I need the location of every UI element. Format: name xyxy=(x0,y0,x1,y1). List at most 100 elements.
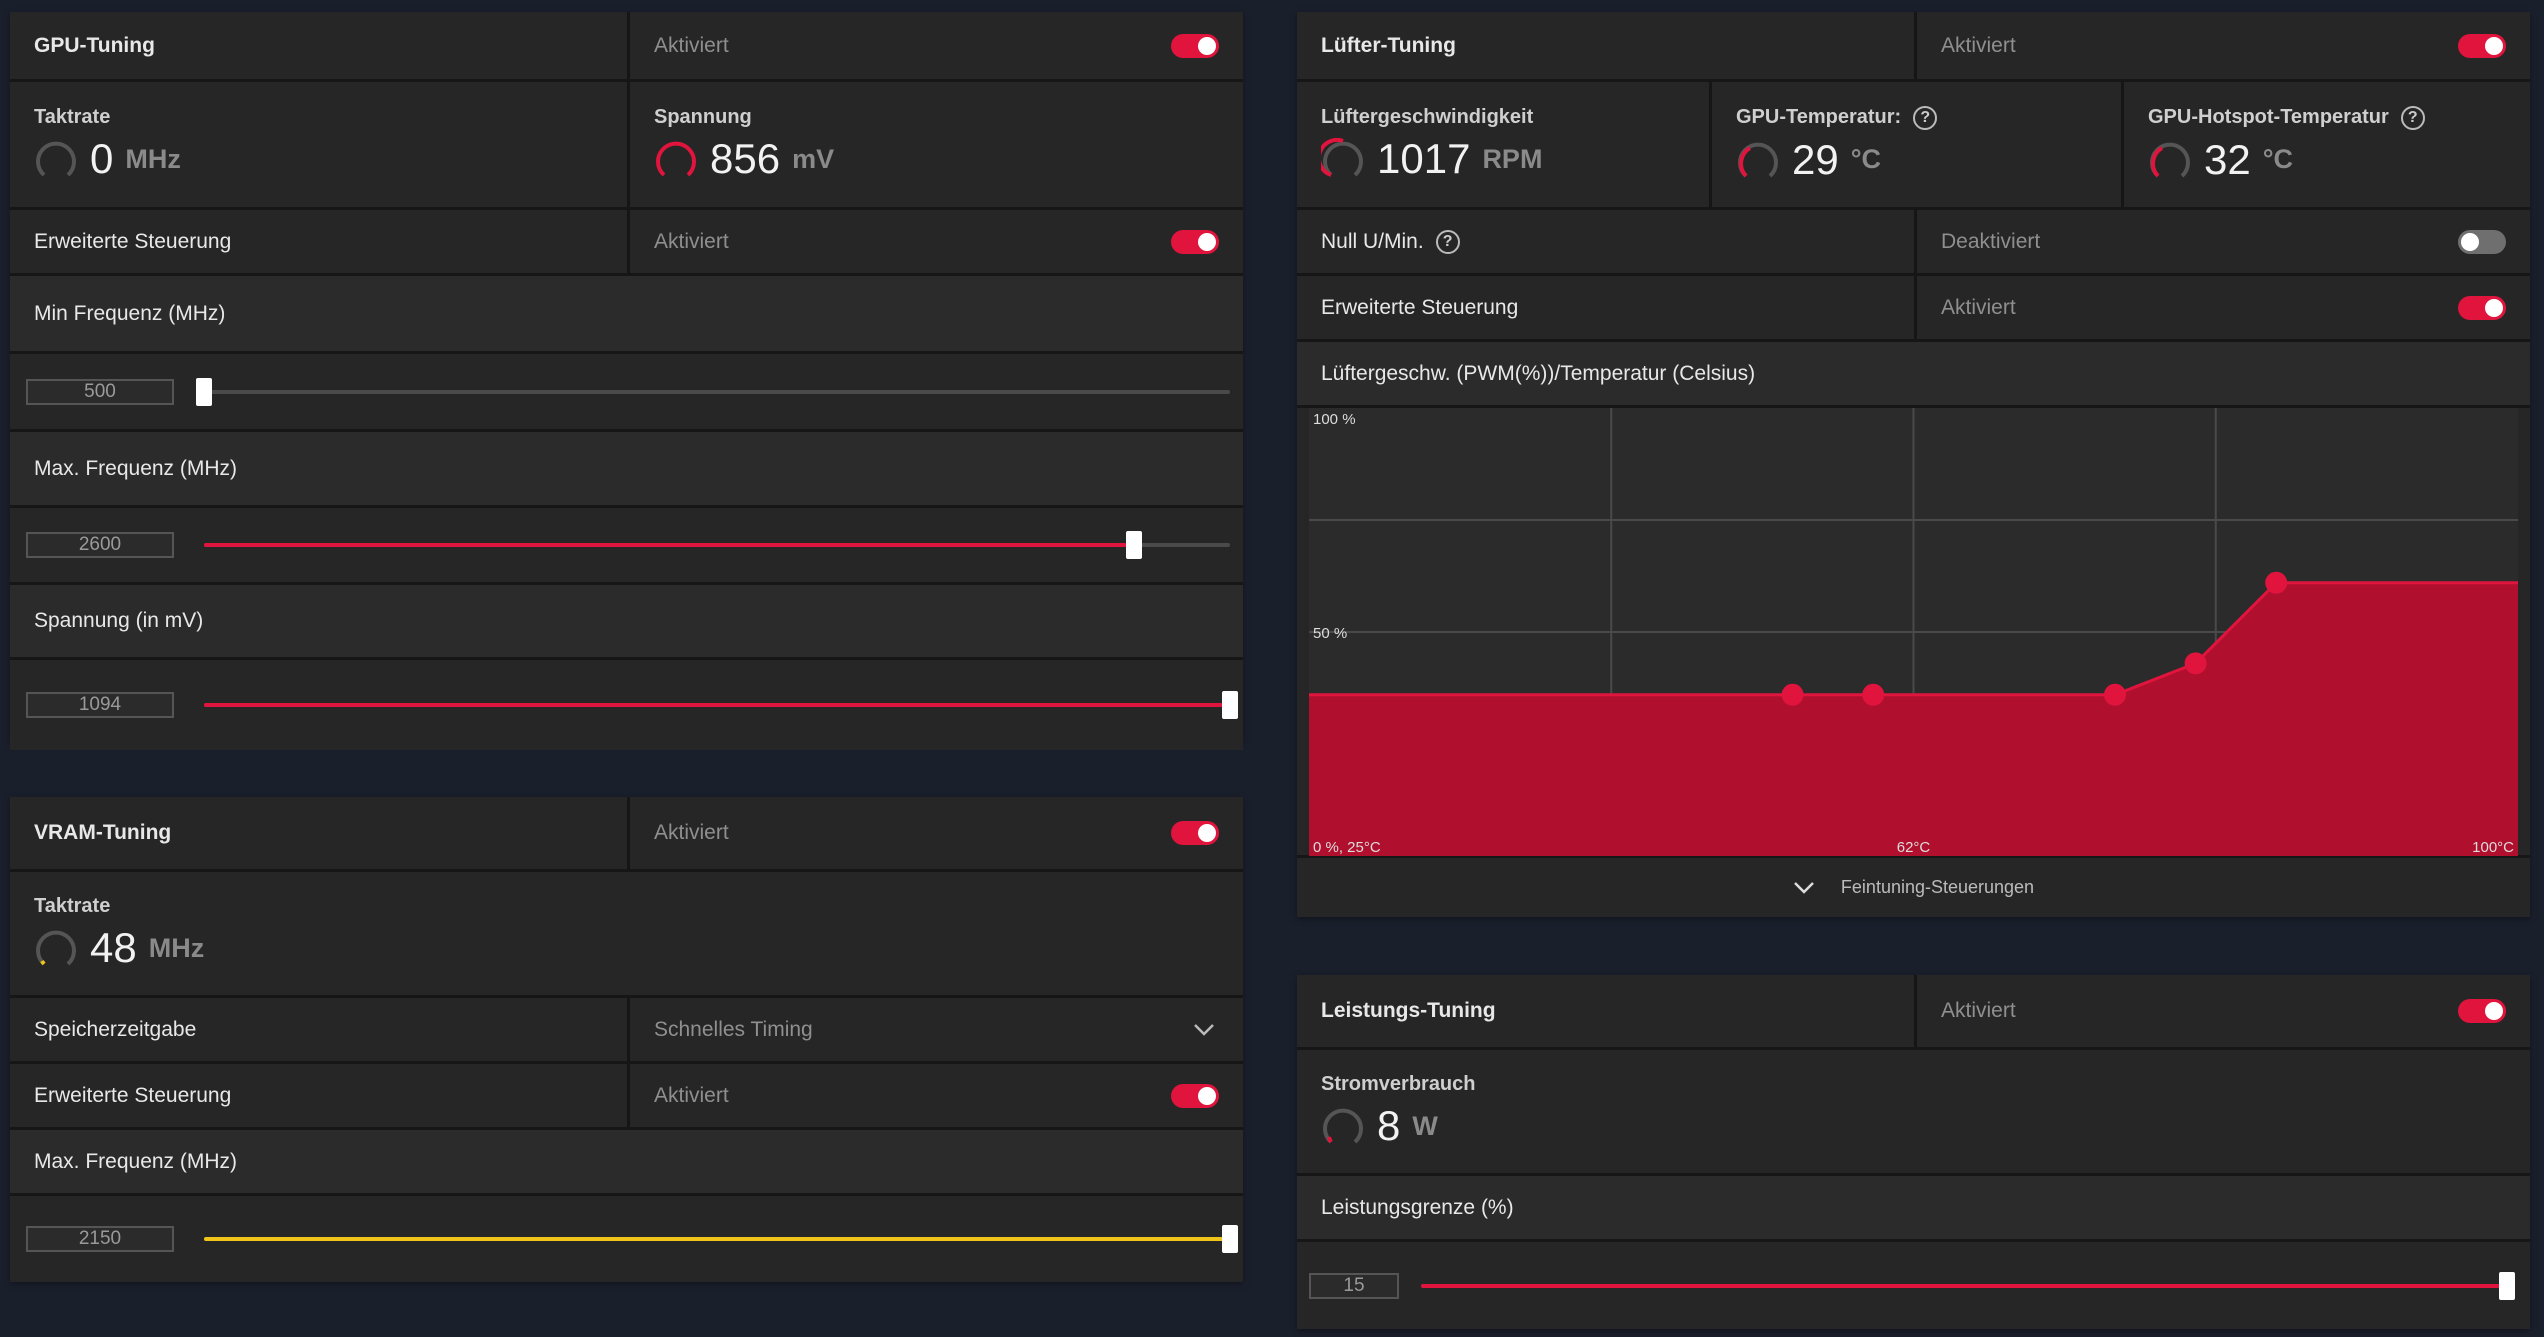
gpu-min-freq-slider[interactable] xyxy=(196,377,1230,406)
gpu-max-freq-slider[interactable] xyxy=(204,531,1230,559)
gpu-advanced-toggle[interactable] xyxy=(1171,229,1219,254)
hotspot-temp-value: 32 xyxy=(2204,135,2251,183)
fine-tuning-toggle[interactable]: Feintuning-Steuerungen xyxy=(1297,855,2530,917)
vram-max-freq-fill xyxy=(204,1237,1230,1241)
vram-clock-gauge-icon xyxy=(36,930,76,966)
vram-advanced-label: Erweiterte Steuerung xyxy=(34,1083,232,1107)
gpu-tuning-title: GPU-Tuning xyxy=(34,33,155,57)
vram-max-freq-input[interactable]: 2150 xyxy=(26,1226,174,1252)
zero-rpm-toggle[interactable] xyxy=(2458,229,2506,254)
fan-curve-area: 100 % 50 % 0 %, 25°C 62°C 100°C xyxy=(1297,408,2530,856)
power-limit-header: Leistungsgrenze (%) xyxy=(1297,1176,2530,1242)
gpu-max-freq-header: Max. Frequenz (MHz) xyxy=(10,432,1243,508)
gpu-voltage-label: Spannung xyxy=(654,106,752,128)
vram-metrics-row: Taktrate 48 MHz xyxy=(10,872,1243,998)
power-limit-input[interactable]: 15 xyxy=(1309,1272,1399,1299)
gpu-voltage-unit: mV xyxy=(792,143,835,174)
power-limit-fill xyxy=(1421,1283,2507,1288)
gpu-clock-value: 0 xyxy=(90,135,114,182)
power-limit-label: Leistungsgrenze (%) xyxy=(1321,1195,1514,1219)
gpu-min-freq-input[interactable]: 500 xyxy=(26,378,174,405)
vram-clock-label: Taktrate xyxy=(34,895,111,917)
help-icon[interactable]: ? xyxy=(1913,105,1938,130)
power-consumption-label: Stromverbrauch xyxy=(1321,1073,1476,1095)
gpu-advanced-status: Aktiviert xyxy=(627,210,1243,273)
gpu-min-freq-label: Min Frequenz (MHz) xyxy=(34,301,226,325)
origin-tick-label: 0 %, 25°C xyxy=(1313,839,1381,856)
gpu-clock-gauge-icon xyxy=(36,141,76,177)
vram-clock-metric: Taktrate 48 MHz xyxy=(10,872,1243,995)
gpu-temp-label-wrap: GPU-Temperatur: ? xyxy=(1736,105,1938,130)
fan-curve-chart[interactable]: 100 % 50 % 0 %, 25°C 62°C 100°C xyxy=(1309,408,2518,856)
help-icon[interactable]: ? xyxy=(2400,105,2425,130)
fan-tuning-status: Aktiviert xyxy=(1914,12,2530,79)
hotspot-temp-label-wrap: GPU-Hotspot-Temperatur ? xyxy=(2148,105,2425,130)
vram-max-freq-header: Max. Frequenz (MHz) xyxy=(10,1130,1243,1196)
gpu-tuning-status: Aktiviert xyxy=(627,12,1243,79)
fan-curve-header: Lüftergeschw. (PWM(%))/Temperatur (Celsi… xyxy=(1297,342,2530,408)
gpu-max-freq-thumb[interactable] xyxy=(1125,531,1142,559)
power-consumption-value: 8 xyxy=(1377,1102,1401,1149)
gpu-min-freq-header: Min Frequenz (MHz) xyxy=(10,276,1243,354)
hotspot-temp-metric: GPU-Hotspot-Temperatur ? 32 °C xyxy=(2121,82,2530,207)
zero-rpm-row: Null U/Min. ? Deaktiviert xyxy=(1297,210,2530,276)
gpu-max-freq-label: Max. Frequenz (MHz) xyxy=(34,456,238,480)
vram-tuning-toggle[interactable] xyxy=(1171,821,1219,845)
gpu-min-freq-thumb[interactable] xyxy=(196,377,212,406)
curve-point-4[interactable] xyxy=(2184,652,2207,675)
gpu-advanced-status-label: Aktiviert xyxy=(654,229,729,253)
vram-max-freq-slider[interactable] xyxy=(204,1225,1238,1253)
fan-speed-metric: Lüftergeschwindigkeit 1017 RPM xyxy=(1297,82,1709,207)
power-limit-thumb[interactable] xyxy=(2499,1271,2515,1300)
gpu-clock-metric: Taktrate 0 MHz xyxy=(10,82,627,207)
power-consumption-unit: W xyxy=(1412,1110,1438,1141)
vram-tuning-panel: VRAM-Tuning Aktiviert Taktrate 48 MHz Sp… xyxy=(10,797,1243,1282)
fan-advanced-status-label: Aktiviert xyxy=(1941,295,2016,319)
gpu-tuning-panel: GPU-Tuning Aktiviert Taktrate 0 MHz Span… xyxy=(10,12,1243,750)
gpu-voltage-slider-header: Spannung (in mV) xyxy=(10,585,1243,660)
gpu-voltage-metric: Spannung 856 mV xyxy=(627,82,1243,207)
fan-speed-unit: RPM xyxy=(1482,143,1543,174)
fan-metrics-row: Lüftergeschwindigkeit 1017 RPM GPU-Tempe… xyxy=(1297,82,2530,210)
fan-tuning-title: Lüfter-Tuning xyxy=(1321,33,1456,57)
gpu-max-freq-fill xyxy=(204,543,1134,547)
vram-advanced-toggle[interactable] xyxy=(1171,1083,1219,1108)
vram-advanced-status-label: Aktiviert xyxy=(654,1083,729,1107)
power-tuning-panel: Leistungs-Tuning Aktiviert Stromverbrauc… xyxy=(1297,975,2530,1329)
hotspot-temp-gauge-icon xyxy=(2150,142,2190,177)
fan-advanced-toggle[interactable] xyxy=(2458,295,2506,320)
curve-point-5[interactable] xyxy=(2265,571,2288,594)
vram-tuning-header: VRAM-Tuning Aktiviert xyxy=(10,797,1243,872)
fan-speed-label: Lüftergeschwindigkeit xyxy=(1321,106,1534,128)
help-icon[interactable]: ? xyxy=(1435,229,1460,254)
gpu-advanced-label: Erweiterte Steuerung xyxy=(34,229,232,253)
fan-tuning-toggle[interactable] xyxy=(2458,33,2506,58)
gpu-voltage-fill xyxy=(204,703,1230,707)
gpu-min-freq-slider-row: 500 xyxy=(10,354,1243,432)
zero-rpm-label: Null U/Min. xyxy=(1321,229,1424,253)
curve-point-3[interactable] xyxy=(2104,683,2126,706)
chevron-down-icon xyxy=(1794,881,1814,894)
fan-advanced-label: Erweiterte Steuerung xyxy=(1321,295,1519,319)
vram-timing-dropdown[interactable]: Schnelles Timing xyxy=(627,998,1243,1061)
curve-point-2[interactable] xyxy=(1862,683,1885,706)
curve-point-1[interactable] xyxy=(1781,683,1804,706)
fine-tuning-label: Feintuning-Steuerungen xyxy=(1840,877,2035,897)
power-tuning-status-label: Aktiviert xyxy=(1941,999,2016,1022)
vram-tuning-status: Aktiviert xyxy=(627,797,1243,869)
power-tuning-toggle[interactable] xyxy=(2458,999,2506,1023)
gpu-voltage-input[interactable]: 1094 xyxy=(26,692,174,718)
chevron-down-icon xyxy=(1194,1023,1214,1036)
hotspot-temp-label: GPU-Hotspot-Temperatur xyxy=(2148,106,2389,128)
gpu-tuning-toggle[interactable] xyxy=(1171,33,1219,58)
gpu-voltage-thumb[interactable] xyxy=(1222,691,1238,719)
gpu-temp-unit: °C xyxy=(1850,144,1882,174)
gpu-tuning-header: GPU-Tuning Aktiviert xyxy=(10,12,1243,82)
power-limit-slider[interactable] xyxy=(1421,1271,2515,1300)
power-tuning-header: Leistungs-Tuning Aktiviert xyxy=(1297,975,2530,1050)
gpu-max-freq-slider-row: 2600 xyxy=(10,508,1243,585)
vram-timing-row: Speicherzeitgabe Schnelles Timing xyxy=(10,998,1243,1064)
gpu-voltage-slider[interactable] xyxy=(204,691,1238,719)
gpu-max-freq-input[interactable]: 2600 xyxy=(26,532,174,558)
vram-max-freq-thumb[interactable] xyxy=(1222,1225,1238,1253)
